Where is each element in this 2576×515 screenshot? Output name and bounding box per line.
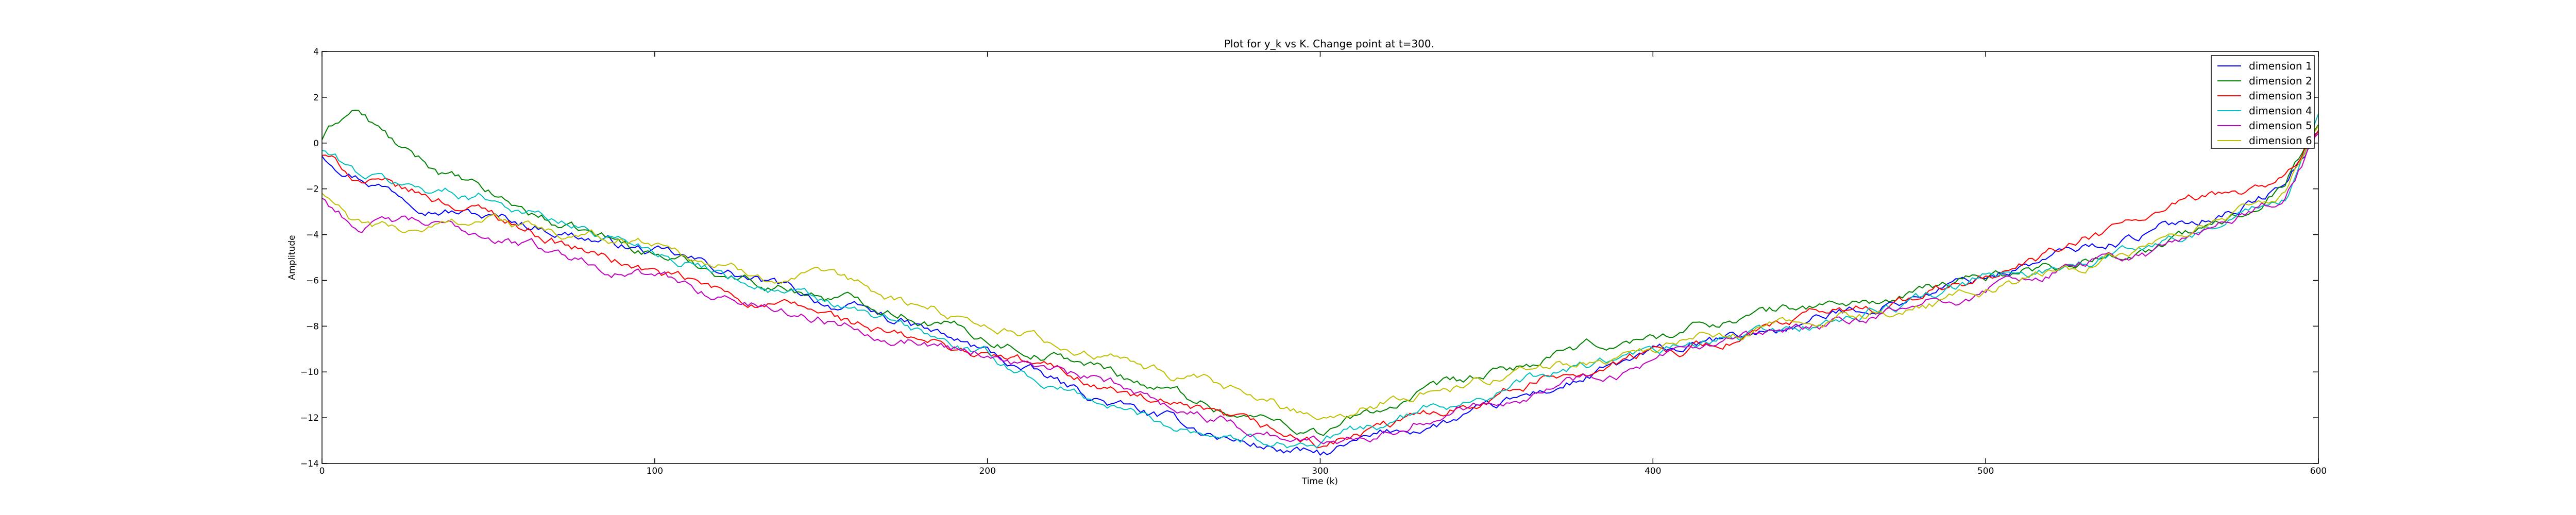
legend-label-2: dimension 2 xyxy=(2249,75,2312,87)
y-tick-label: −10 xyxy=(300,367,319,377)
legend-label-4: dimension 4 xyxy=(2249,105,2312,117)
legend-frame xyxy=(2211,55,2315,149)
x-tick-label: 300 xyxy=(1312,466,1328,476)
y-tick-label: −6 xyxy=(306,276,319,286)
legend-label-3: dimension 3 xyxy=(2249,90,2312,102)
legend-label-6: dimension 6 xyxy=(2249,134,2312,147)
chart-title: Plot for y_k vs K. Change point at t=300… xyxy=(1224,38,1434,50)
y-tick-label: −8 xyxy=(306,321,319,332)
legend: dimension 1 dimension 2 dimension 3 dimensi… xyxy=(2211,55,2315,149)
legend-label-5: dimension 5 xyxy=(2249,119,2312,132)
y-axis-label: Amplitude xyxy=(287,235,297,280)
y-tick-label: −14 xyxy=(300,459,319,469)
x-tick-label: 500 xyxy=(1977,466,1994,476)
x-tick-label: 100 xyxy=(647,466,663,476)
x-tick-label: 200 xyxy=(979,466,995,476)
series-line-3 xyxy=(321,130,2319,449)
x-tick-label: 600 xyxy=(2310,466,2327,476)
x-tick-label: 400 xyxy=(1645,466,1661,476)
y-tick-label: 0 xyxy=(313,139,319,149)
x-tick-label: 0 xyxy=(319,466,325,476)
series-group xyxy=(321,109,2319,456)
y-tick-label: 4 xyxy=(313,47,319,57)
legend-label-1: dimension 1 xyxy=(2249,60,2312,72)
y-tick-label: −2 xyxy=(306,184,319,195)
y-tick-label: −4 xyxy=(306,230,319,241)
y-tick-label: 2 xyxy=(313,93,319,103)
y-tick-label: −12 xyxy=(300,413,319,423)
series-line-1 xyxy=(321,131,2319,456)
x-axis-label: Time (k) xyxy=(1301,476,1338,487)
series-line-6 xyxy=(321,125,2319,420)
series-line-4 xyxy=(321,113,2319,449)
axis-ticks: 0 100 200 300 400 500 600 4 2 0 −2 −4 −6 −8 −10 −12 −14 xyxy=(300,47,2327,476)
series-line-5 xyxy=(321,133,2319,444)
